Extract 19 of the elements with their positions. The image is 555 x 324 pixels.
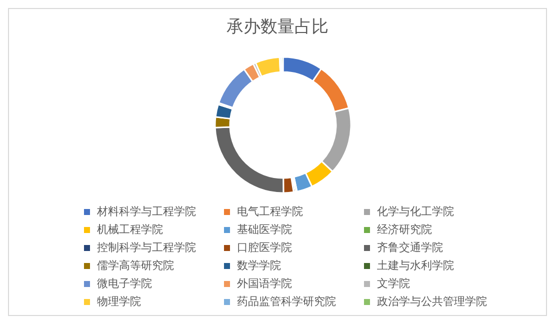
chart-title: 承办数量占比 xyxy=(226,16,330,38)
legend-label: 基础医学院 xyxy=(237,222,292,237)
legend-label: 数学学院 xyxy=(237,258,281,273)
legend-label: 化学与化工学院 xyxy=(377,204,454,219)
legend-label: 控制科学与工程学院 xyxy=(97,240,196,255)
legend-label: 经济研究院 xyxy=(377,222,432,237)
legend-label: 材料科学与工程学院 xyxy=(97,204,196,219)
legend-label: 齐鲁交通学院 xyxy=(377,240,443,255)
legend-label: 文学院 xyxy=(377,276,410,291)
legend-label: 政治学与公共管理学院 xyxy=(377,294,487,309)
legend-label: 口腔医学院 xyxy=(237,240,292,255)
legend-label: 机械工程学院 xyxy=(97,222,163,237)
legend-label: 儒学高等研究院 xyxy=(97,258,174,273)
legend-label: 药品监管科学研究院 xyxy=(237,294,336,309)
legend-label: 电气工程学院 xyxy=(237,204,303,219)
legend-label: 外国语学院 xyxy=(237,276,292,291)
legend-label: 物理学院 xyxy=(97,294,141,309)
legend-label: 土建与水利学院 xyxy=(377,258,454,273)
legend-label: 微电子学院 xyxy=(97,276,152,291)
